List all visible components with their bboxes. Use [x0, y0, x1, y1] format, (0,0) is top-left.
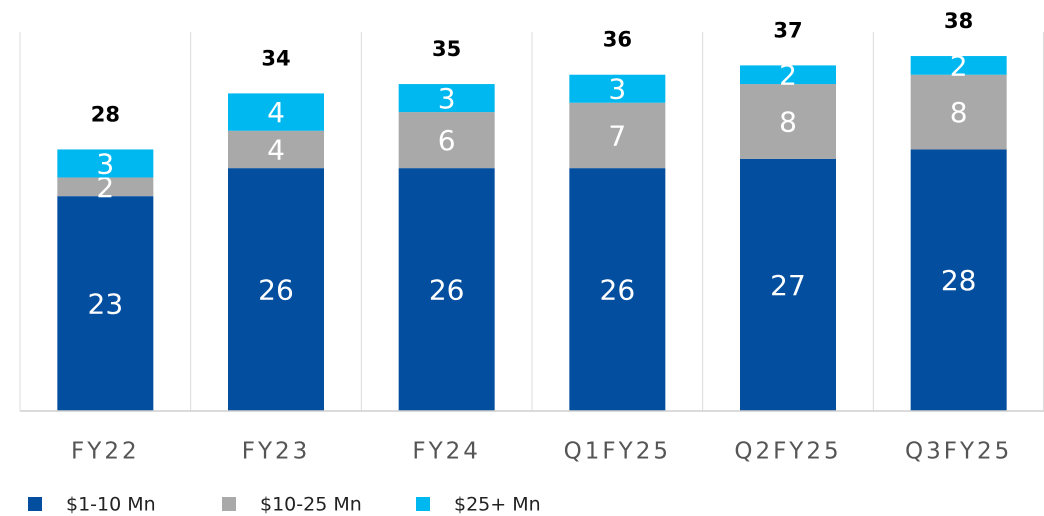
- segment-label: 3: [438, 82, 456, 115]
- segment-label: 6: [438, 124, 456, 157]
- x-tick-label: FY24: [412, 439, 481, 465]
- bar-segment: [910, 56, 1007, 75]
- total-label: 37: [773, 18, 802, 42]
- bar-segment: [398, 112, 495, 169]
- segment-label: 2: [779, 59, 797, 92]
- bar-segment: [398, 168, 495, 411]
- x-tick-label: Q2FY25: [734, 439, 841, 465]
- segment-label: 4: [267, 133, 285, 166]
- x-tick-label: Q1FY25: [564, 439, 671, 465]
- total-label: 34: [261, 46, 290, 70]
- segment-label: 4: [267, 96, 285, 129]
- bar-segment: [910, 149, 1007, 412]
- bar-segment: [228, 130, 324, 169]
- segment-label: 8: [950, 96, 968, 129]
- bar-segment: [740, 65, 836, 85]
- legend-swatch: [28, 497, 42, 511]
- bar-segment: [398, 84, 495, 113]
- segment-label: 26: [600, 274, 636, 307]
- total-label: 36: [603, 28, 632, 52]
- x-tick-label: FY22: [71, 439, 140, 465]
- bar-segment: [740, 84, 836, 159]
- x-tick-label: FY23: [242, 439, 311, 465]
- bar-segment: [57, 177, 154, 197]
- bar-segment: [57, 196, 154, 411]
- segment-label: 3: [608, 73, 626, 106]
- legend-label: $10-25 Mn: [260, 494, 362, 516]
- segment-label: 28: [941, 264, 977, 297]
- bar-segment: [57, 149, 154, 178]
- segment-label: 8: [779, 105, 797, 138]
- bar-segment: [569, 102, 666, 169]
- bar-segment: [569, 168, 666, 411]
- bar-segment: [569, 74, 666, 103]
- total-label: 28: [91, 102, 120, 126]
- x-tick-label: Q3FY25: [905, 439, 1012, 465]
- segment-label: 23: [88, 288, 124, 321]
- segment-label: 26: [258, 274, 294, 307]
- segment-label: 27: [770, 269, 806, 302]
- legend-swatch: [416, 497, 430, 511]
- legend-swatch: [222, 497, 236, 511]
- legend-label: $1-10 Mn: [66, 494, 156, 516]
- segment-label: 2: [950, 49, 968, 82]
- total-label: 35: [432, 37, 461, 61]
- bar-segment: [740, 158, 836, 411]
- bar-segment: [228, 93, 324, 131]
- total-label: 38: [944, 9, 973, 33]
- segment-label: 26: [429, 274, 465, 307]
- segment-label: 2: [96, 171, 114, 204]
- bar-segment: [910, 74, 1007, 150]
- segment-label: 3: [96, 147, 114, 180]
- legend-label: $25+ Mn: [454, 494, 541, 516]
- bar-segment: [228, 168, 324, 411]
- segment-label: 7: [608, 119, 626, 152]
